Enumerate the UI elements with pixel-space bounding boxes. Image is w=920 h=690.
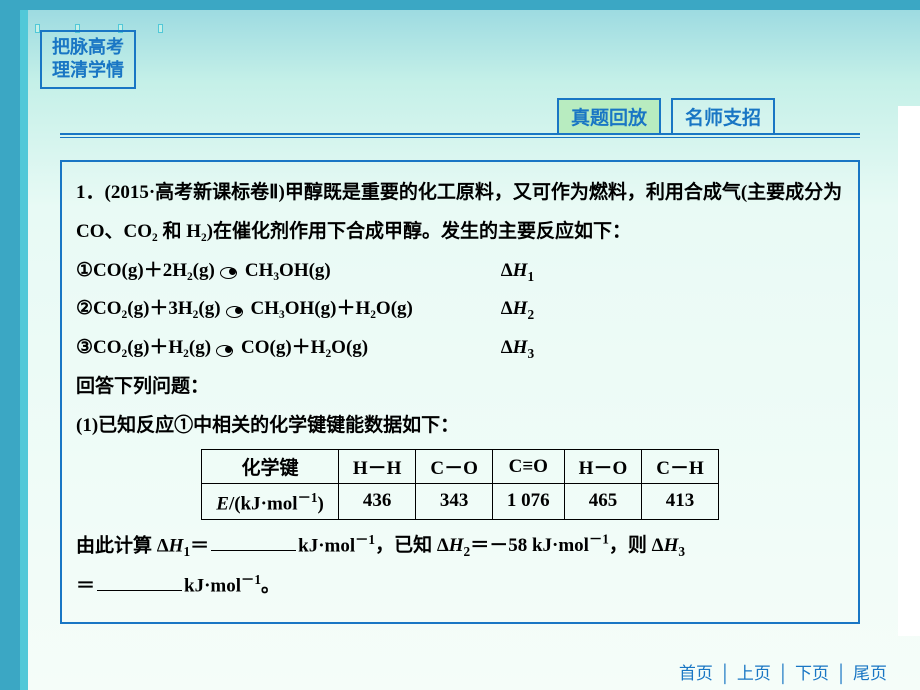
footer-nav: 首页 │ 上页 │ 下页 │ 尾页 [676,659,890,684]
fill-blank-dh3[interactable] [97,572,182,591]
nav-next[interactable]: 下页 [795,664,829,683]
table-header: 化学键 [202,450,339,484]
decor-tick [158,24,163,33]
table-row: E/(kJ·mol－1) 436 343 1 076 465 413 [202,484,719,519]
nav-home[interactable]: 首页 [679,664,713,683]
tab-row: 真题回放 名师支招 [557,98,775,135]
reaction-1: ①CO(g)＋2H₂(g)CH₃OH(g) ΔH1 [76,252,844,291]
top-border-band [0,0,920,10]
table-cell: 1 076 [492,484,564,519]
tab-zhenti[interactable]: 真题回放 [557,98,661,135]
table-header: H－O [564,450,642,484]
section-badge: 把脉高考 理清学情 [40,30,136,89]
divider-line [60,133,860,135]
table-header: C≡O [492,450,564,484]
nav-separator: │ [719,664,731,683]
question-intro: 1．(2015·高考新课标卷Ⅱ)甲醇既是重要的化工原料，又可作为燃料，利用合成气… [76,174,844,252]
calc-line: 由此计算 ΔH1＝kJ·mol－1，已知 ΔH2＝－58 kJ·mol－1，则 … [76,526,844,606]
tab-mingshi[interactable]: 名师支招 [671,98,775,135]
nav-last[interactable]: 尾页 [853,664,887,683]
nav-separator: │ [777,664,789,683]
table-header: C－H [642,450,719,484]
reaction-2: ②CO₂(g)＋3H₂(g)CH₃OH(g)＋H₂O(g) ΔH2 [76,290,844,329]
reaction-arrow-icon [223,303,249,317]
table-cell: E/(kJ·mol－1) [202,484,339,519]
reaction-3: ③CO₂(g)＋H₂(g)CO(g)＋H₂O(g) ΔH3 [76,329,844,368]
nav-prev[interactable]: 上页 [737,664,771,683]
badge-line1: 把脉高考 [52,36,124,59]
content-box: 1．(2015·高考新课标卷Ⅱ)甲醇既是重要的化工原料，又可作为燃料，利用合成气… [60,160,860,624]
sub-question-1: (1)已知反应①中相关的化学键键能数据如下： [76,407,844,446]
left-border-band-inner [20,0,28,690]
nav-separator: │ [835,664,847,683]
reaction-arrow-icon [213,342,239,356]
right-white-block [898,106,920,636]
reaction-arrow-icon [217,264,243,278]
table-cell: 413 [642,484,719,519]
table-header: C－O [416,450,493,484]
left-border-band [0,0,20,690]
table-cell: 343 [416,484,493,519]
table-row: 化学键 H－H C－O C≡O H－O C－H [202,450,719,484]
table-cell: 436 [338,484,416,519]
table-cell: 465 [564,484,642,519]
answer-prompt: 回答下列问题： [76,368,844,407]
table-header: H－H [338,450,416,484]
badge-line2: 理清学情 [52,59,124,82]
fill-blank-dh1[interactable] [211,532,296,551]
divider-line-thin [60,137,860,138]
bond-energy-table: 化学键 H－H C－O C≡O H－O C－H E/(kJ·mol－1) 436… [201,449,719,519]
